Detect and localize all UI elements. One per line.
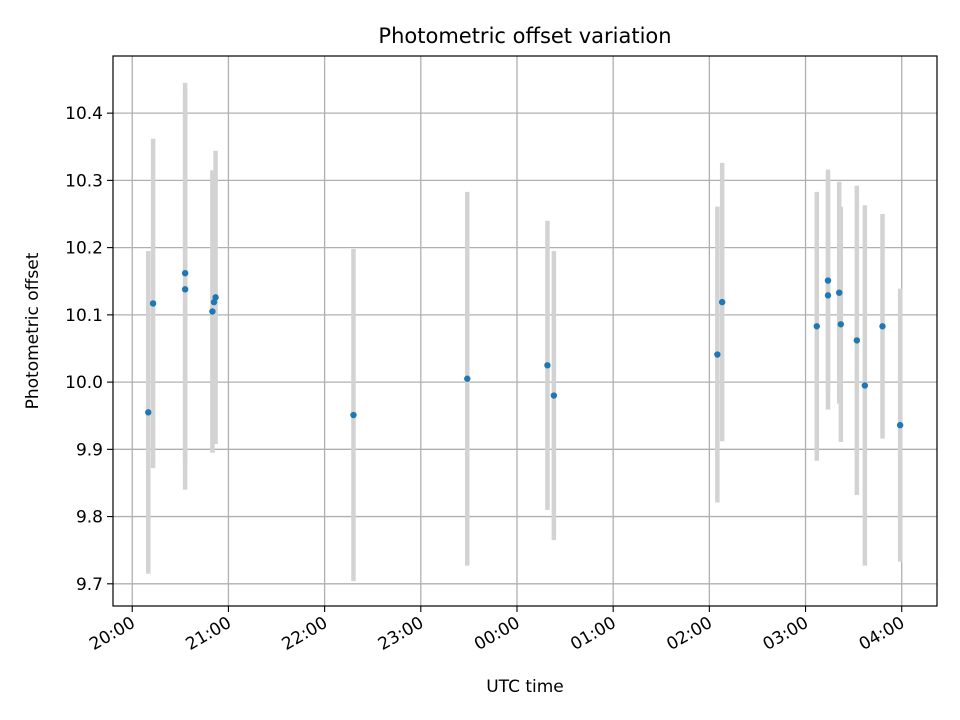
- data-point: [837, 321, 845, 328]
- data-point: [879, 323, 886, 330]
- data-point: [212, 294, 219, 301]
- data-point: [145, 409, 152, 416]
- y-axis-ticks: 9.7 9.8 9.9 10.0 10.1 10.2 10.3 10.4: [65, 104, 113, 595]
- x-axis-label: UTC time: [486, 677, 564, 697]
- data-point: [813, 323, 820, 330]
- data-point: [464, 375, 471, 382]
- y-tick-label: 9.7: [76, 575, 103, 595]
- data-point: [861, 382, 869, 389]
- data-point: [824, 292, 832, 299]
- plot-frame: [112, 55, 938, 607]
- data-point: [824, 277, 832, 284]
- data-point: [896, 421, 904, 429]
- chart-title: Photometric offset variation: [378, 24, 671, 48]
- plot-area: [113, 56, 937, 606]
- data-point: [350, 411, 357, 419]
- y-tick-label: 10.4: [65, 104, 103, 124]
- data-point: [853, 337, 861, 344]
- y-axis-label: Photometric offset: [23, 252, 43, 409]
- y-tick-label: 10.3: [65, 171, 103, 191]
- y-tick-label: 10.2: [65, 239, 103, 259]
- grid-layer: [113, 56, 937, 606]
- point-layer: [145, 269, 904, 429]
- data-point: [209, 308, 216, 315]
- data-point: [181, 286, 189, 293]
- data-point: [181, 269, 189, 277]
- data-point: [149, 300, 157, 307]
- data-point: [544, 362, 551, 369]
- y-tick-label: 9.9: [76, 440, 103, 460]
- data-point: [836, 289, 843, 296]
- y-tick-label: 10.1: [65, 306, 103, 326]
- data-point: [718, 298, 726, 306]
- y-tick-label: 10.0: [65, 373, 103, 393]
- data-point: [550, 392, 558, 399]
- data-point: [714, 351, 721, 358]
- y-tick-label: 9.8: [76, 508, 103, 528]
